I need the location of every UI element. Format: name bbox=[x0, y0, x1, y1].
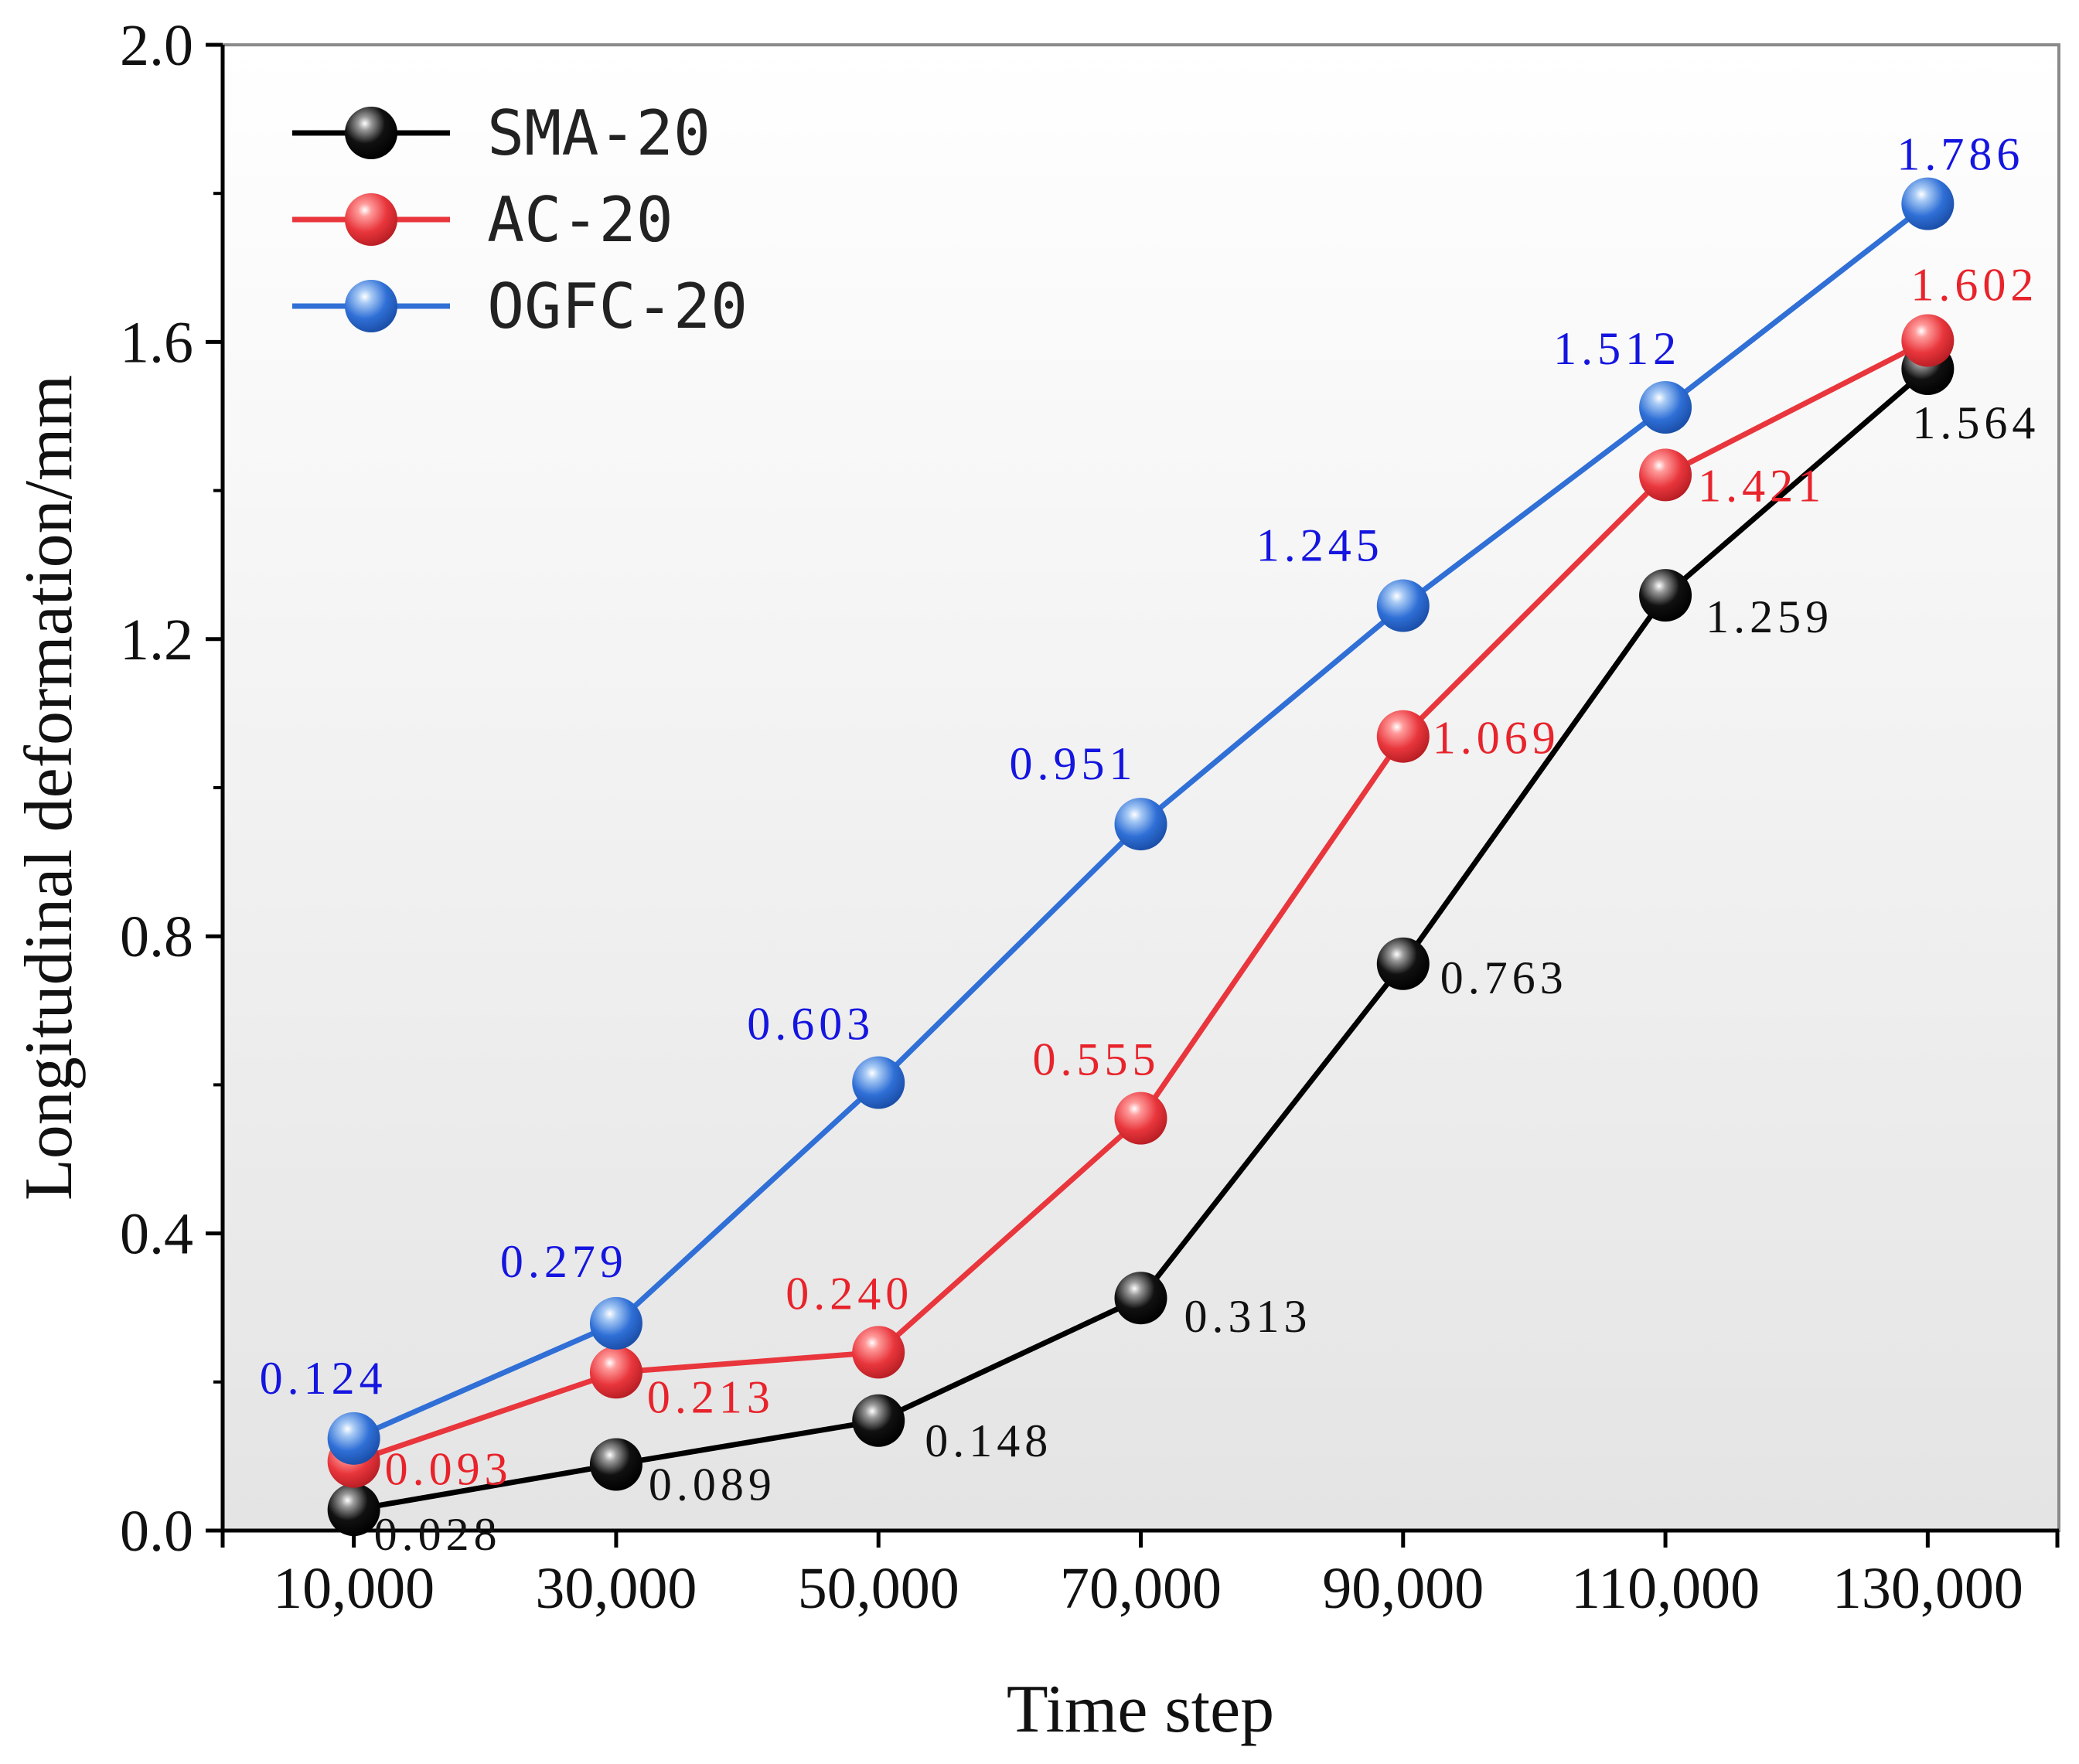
data-label-ac-20: 1.069 bbox=[1433, 713, 1560, 764]
legend-label: SMA-20 bbox=[487, 97, 711, 169]
data-point-ac-20 bbox=[1901, 314, 1955, 367]
data-label-ogfc-20: 1.245 bbox=[1256, 520, 1384, 571]
legend: SMA-20 AC-20 OGFC-20 bbox=[292, 97, 748, 342]
data-point-ac-20 bbox=[1114, 1091, 1167, 1145]
data-point-sma-20 bbox=[1639, 569, 1692, 622]
data-label-ogfc-20: 0.951 bbox=[1010, 738, 1137, 789]
data-point-ac-20 bbox=[852, 1326, 905, 1379]
data-label-ac-20: 0.213 bbox=[647, 1371, 775, 1422]
data-label-ogfc-20: 0.124 bbox=[260, 1353, 387, 1404]
data-point-ogfc-20 bbox=[1376, 579, 1430, 632]
data-point-sma-20 bbox=[852, 1394, 905, 1447]
data-point-ogfc-20 bbox=[327, 1412, 380, 1465]
legend-label: OGFC-20 bbox=[487, 271, 748, 342]
data-label-ac-20: 1.602 bbox=[1910, 259, 2038, 310]
x-axis-ticks: 10,000 30,000 50,000 70,000 90,000 110,000 130… bbox=[220, 1531, 2060, 1621]
y-tick-label: 2.0 bbox=[120, 13, 193, 78]
data-point-ogfc-20 bbox=[589, 1296, 642, 1350]
data-label-ac-20: 0.240 bbox=[786, 1268, 913, 1319]
y-tick-label: 1.2 bbox=[120, 608, 193, 673]
y-tick-label: 1.6 bbox=[120, 310, 193, 375]
data-label-sma-20: 0.028 bbox=[374, 1509, 502, 1560]
legend-marker bbox=[345, 107, 397, 159]
y-tick-label: 0.8 bbox=[120, 904, 193, 969]
x-tick-label: 30,000 bbox=[535, 1556, 697, 1621]
data-label-ogfc-20: 0.603 bbox=[747, 999, 874, 1050]
data-label-sma-20: 0.089 bbox=[649, 1459, 776, 1510]
data-point-ogfc-20 bbox=[1114, 798, 1167, 851]
data-point-ac-20 bbox=[1639, 448, 1692, 502]
data-point-ogfc-20 bbox=[852, 1056, 905, 1109]
x-axis-title: Time step bbox=[1007, 1672, 1274, 1747]
data-label-ac-20: 0.555 bbox=[1033, 1034, 1160, 1085]
data-point-sma-20 bbox=[327, 1483, 380, 1537]
data-label-ogfc-20: 0.279 bbox=[500, 1236, 628, 1287]
legend-label: AC-20 bbox=[487, 184, 673, 256]
data-label-sma-20: 0.148 bbox=[925, 1415, 1052, 1466]
data-label-sma-20: 1.259 bbox=[1706, 591, 1833, 642]
data-label-ac-20: 1.421 bbox=[1698, 460, 1825, 511]
x-tick-label: 90,000 bbox=[1322, 1556, 1484, 1621]
x-tick-label: 130,000 bbox=[1832, 1556, 2023, 1621]
data-point-ogfc-20 bbox=[1639, 380, 1692, 434]
data-point-sma-20 bbox=[589, 1438, 642, 1491]
series-markers bbox=[327, 177, 1955, 1537]
y-axis-title: Longitudinal deformation/mm bbox=[12, 375, 87, 1200]
x-tick-label: 50,000 bbox=[798, 1556, 959, 1621]
y-axis-ticks: 0.0 0.4 0.8 1.2 1.6 2.0 bbox=[120, 13, 223, 1564]
data-point-ac-20 bbox=[589, 1346, 642, 1399]
legend-marker bbox=[345, 280, 397, 332]
data-point-sma-20 bbox=[1376, 937, 1430, 990]
data-point-ac-20 bbox=[1376, 710, 1430, 763]
y-tick-label: 0.0 bbox=[120, 1499, 193, 1564]
data-label-ac-20: 0.093 bbox=[385, 1444, 513, 1495]
data-label-ogfc-20: 1.786 bbox=[1897, 129, 2024, 180]
data-point-ogfc-20 bbox=[1901, 177, 1955, 230]
data-label-sma-20: 0.313 bbox=[1184, 1291, 1312, 1342]
legend-marker bbox=[345, 193, 397, 246]
x-tick-label: 110,000 bbox=[1571, 1556, 1760, 1621]
x-tick-label: 70,000 bbox=[1060, 1556, 1222, 1621]
x-tick-label: 10,000 bbox=[273, 1556, 435, 1621]
data-label-ogfc-20: 1.512 bbox=[1553, 323, 1681, 374]
data-label-sma-20: 0.763 bbox=[1440, 952, 1568, 1003]
y-tick-label: 0.4 bbox=[120, 1202, 193, 1267]
data-point-sma-20 bbox=[1114, 1272, 1167, 1325]
data-label-sma-20: 1.564 bbox=[1912, 397, 2040, 448]
data-labels: 0.028 0.089 0.148 0.313 0.763 1.259 1.564 0.093… bbox=[260, 129, 2040, 1560]
